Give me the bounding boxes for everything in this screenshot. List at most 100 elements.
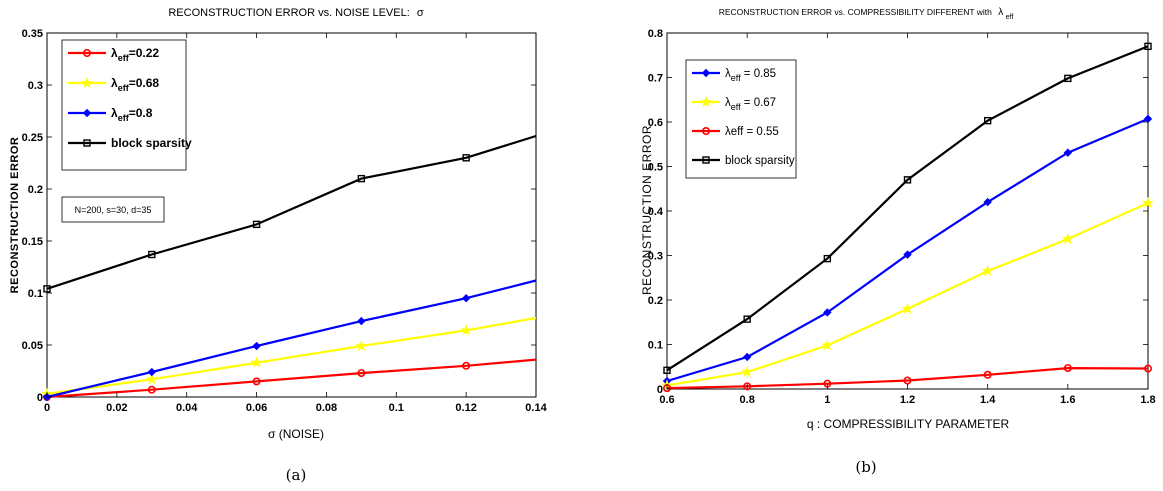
series-1-point	[355, 339, 368, 352]
series-1-point	[1142, 196, 1154, 209]
chart-b-title-text: RECONSTRUCTION ERROR vs. COMPRESSIBILITY…	[719, 7, 992, 17]
series-2-point	[743, 382, 752, 391]
chart-b-caption: (b)	[855, 458, 876, 476]
series-1-point	[250, 356, 263, 368]
legend-label-1: λeff=0.68	[111, 76, 159, 93]
x-tick-label: 0.8	[740, 394, 755, 406]
chart-a-series	[41, 134, 537, 402]
legend-label-sub: eff	[118, 83, 130, 93]
series-1-point	[460, 324, 473, 336]
legend-marker-1	[700, 95, 712, 108]
series-2-point	[983, 370, 992, 379]
legend-label-1: λeff = 0.67	[725, 97, 776, 112]
chart-b: RECONSTRUCTION ERROR vs. COMPRESSIBILITY…	[640, 7, 1156, 476]
chart-a: RECONSTRUCTION ERROR vs. NOISE LEVEL: σ …	[9, 7, 548, 484]
series-0-point	[983, 197, 992, 207]
series-0-point	[823, 308, 832, 317]
series-3-point	[252, 220, 261, 229]
series-3	[663, 42, 1152, 375]
legend-marker-3	[83, 139, 91, 147]
legend-marker-2	[701, 127, 710, 136]
legend-label-main: λ	[111, 76, 118, 90]
series-2-point	[357, 316, 366, 326]
series-2-line	[46, 279, 537, 399]
series-1-point	[145, 373, 158, 385]
legend-label-sub: eff	[731, 102, 741, 112]
chart-a-caption: (a)	[286, 466, 307, 484]
x-tick-label: 0.08	[316, 402, 337, 414]
legend-label-sub: eff	[118, 113, 130, 123]
legend-label-sub: eff	[118, 53, 130, 63]
series-0-point	[357, 369, 366, 378]
y-tick-label: 0.4	[648, 206, 664, 218]
series-3-point	[1144, 42, 1152, 51]
x-tick-label: 0.06	[246, 402, 267, 414]
legend-label-main: block sparsity	[725, 155, 795, 167]
series-2-point	[1063, 364, 1072, 373]
legend-label-main: λ	[111, 106, 118, 120]
series-3-line	[46, 134, 537, 290]
series-2-point	[252, 341, 261, 351]
y-tick-label: 0.2	[28, 184, 43, 196]
series-1-point	[1061, 232, 1074, 245]
series-3-point	[43, 285, 51, 293]
series-3-point	[743, 315, 751, 323]
legend-label-0: λeff = 0.85	[725, 68, 776, 83]
y-tick-label: 0.1	[648, 340, 663, 352]
y-tick-label: 0.2	[648, 295, 663, 307]
y-tick-label: 0.15	[22, 236, 43, 248]
y-tick-label: 0.3	[28, 80, 43, 92]
x-tick-label: 0	[44, 402, 50, 414]
legend-label-main: λeff = 0.55	[725, 126, 779, 138]
y-tick-label: 0	[37, 392, 43, 404]
y-tick-label: 0.7	[648, 73, 663, 85]
series-3	[43, 134, 537, 293]
legend-marker-2	[82, 108, 92, 118]
legend-label-tail: = 0.85	[741, 68, 777, 80]
chart-a-title: RECONSTRUCTION ERROR vs. NOISE LEVEL: σ	[168, 7, 424, 19]
y-tick-label: 0	[657, 384, 663, 396]
series-0-point	[252, 377, 261, 386]
legend-marker-1	[81, 76, 93, 89]
x-tick-label: 1.6	[1060, 394, 1075, 406]
series-3-point	[148, 250, 156, 259]
series-2-point	[147, 367, 156, 377]
x-tick-label: 0.02	[106, 402, 127, 414]
series-2	[42, 279, 537, 402]
series-0-point	[742, 352, 752, 362]
series-2-point	[903, 376, 912, 385]
chart-b-legend: λeff = 0.85 λeff = 0.67 λeff = 0.55 block s…	[685, 59, 797, 179]
chart-a-title-symbol: σ	[417, 7, 424, 19]
series-0-line	[46, 358, 537, 399]
series-1-line	[46, 316, 537, 395]
chart-a-annotation-box	[61, 196, 165, 223]
series-3-point	[462, 154, 470, 162]
series-0	[662, 114, 1153, 386]
y-tick-label: 0.6	[648, 117, 663, 129]
legend-label-tail: = 0.67	[741, 97, 777, 109]
chart-a-ylabel: RECONSTRUCTION ERROR	[9, 137, 21, 294]
legend-marker-0	[701, 68, 711, 78]
legend-label-0: λeff=0.22	[111, 46, 159, 63]
x-tick-label: 1.8	[1140, 394, 1155, 406]
series-3-point	[357, 174, 366, 183]
series-0-point	[1143, 114, 1153, 124]
chart-a-ticks: 0 0.02 0.04 0.06 0.08 0.1 0.12 0.14 0 0.05 0.1 0.15…	[22, 28, 548, 414]
series-0-point	[1063, 148, 1073, 157]
series-3-point	[1064, 74, 1072, 83]
y-tick-label: 0.1	[28, 288, 43, 300]
series-1-line	[666, 201, 1149, 387]
legend-marker-3	[702, 156, 710, 164]
y-tick-label: 0.8	[648, 28, 663, 40]
series-1-point	[821, 339, 834, 351]
legend-label-tail: =0.68	[129, 76, 160, 90]
chart-b-title-symbol: λ	[998, 7, 1003, 18]
x-tick-label: 0.14	[525, 402, 547, 414]
series-3-point	[663, 366, 671, 375]
x-tick-label: 1.2	[900, 394, 915, 406]
legend-label-main: λ	[725, 97, 731, 109]
y-tick-label: 0.3	[648, 251, 663, 263]
legend-box	[685, 59, 797, 179]
